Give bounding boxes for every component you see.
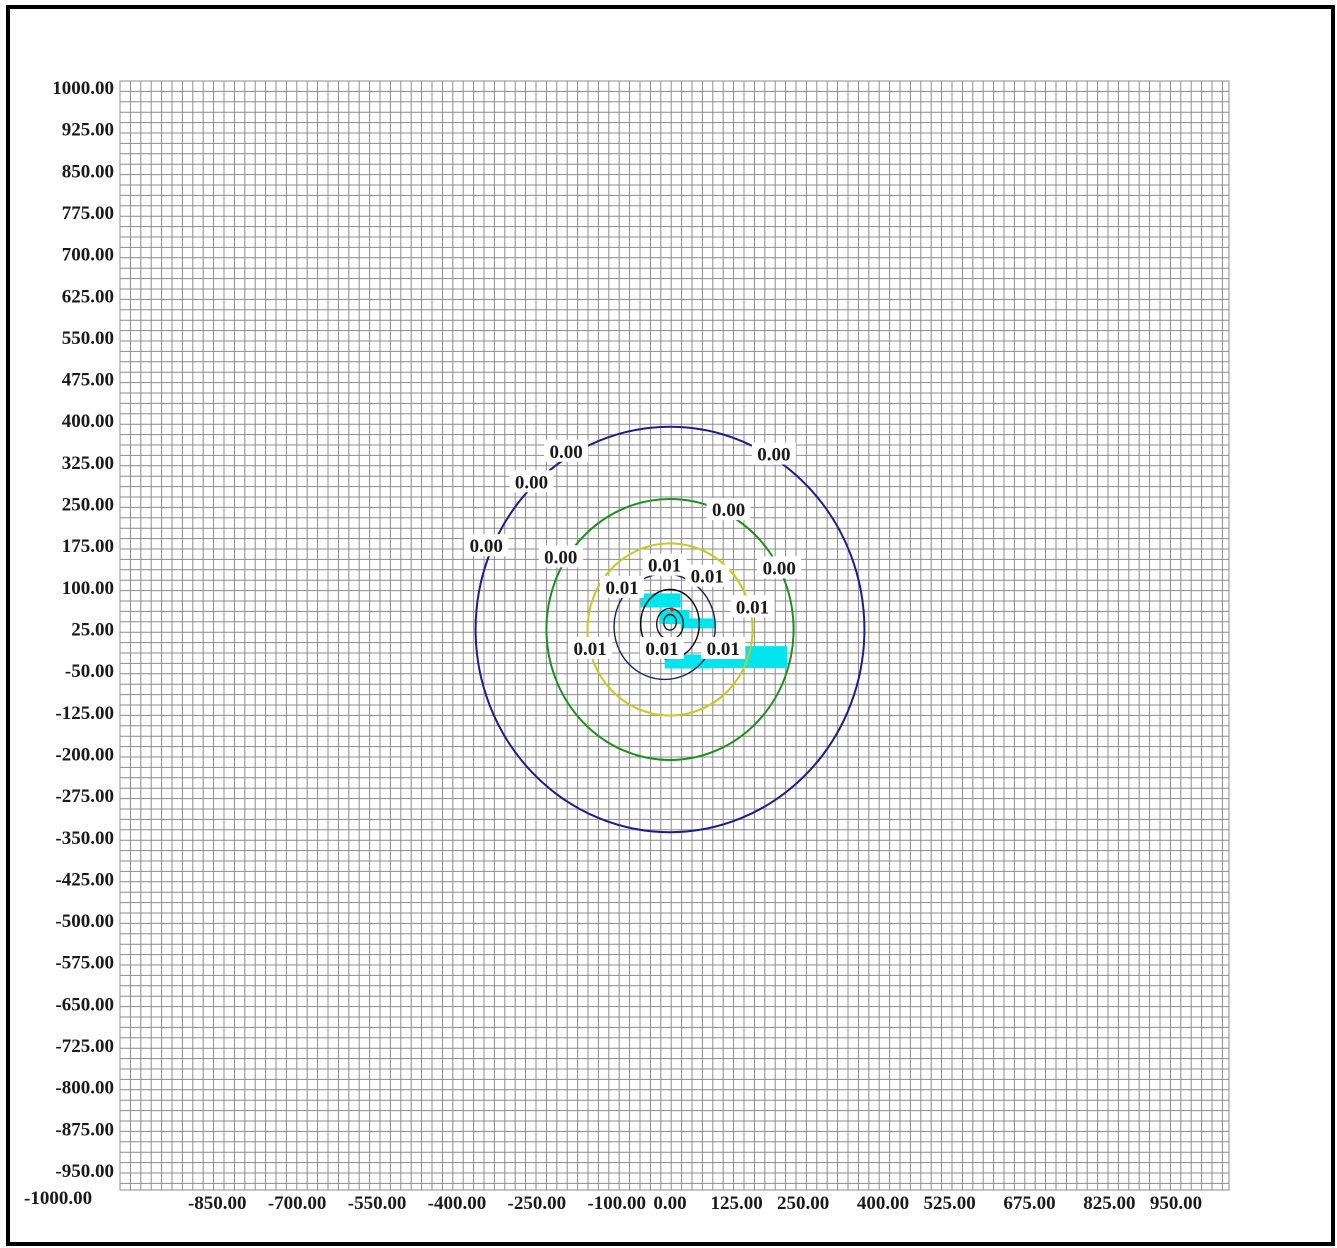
y-tick-label: -500.00 [55,911,114,932]
y-tick-label: -875.00 [55,1119,114,1140]
y-tick-label: -425.00 [55,869,114,890]
contour-label-bg [685,564,730,587]
contour-label: 0.00 [470,536,503,557]
y-axis-ticks: 1000.00 925.00 850.00 775.00 700.00 625.00 550… [52,78,114,1182]
contour-line [545,497,795,762]
contour-label-bg [751,442,796,465]
highlight-cell [640,593,681,608]
x-tick-label: -700.00 [268,1193,327,1214]
contour-line [662,613,678,631]
y-tick-label: 400.00 [62,411,114,432]
y-tick-label: -275.00 [55,786,114,807]
y-tick-label: 925.00 [62,120,114,141]
x-tick-label: -400.00 [428,1193,487,1214]
y-tick-label: -125.00 [55,703,114,724]
grid [119,80,1230,1191]
x-tick-label: -850.00 [188,1193,247,1214]
x-tick-label: 0.00 [653,1193,686,1214]
contour-chart: 0.000.000.000.000.000.000.000.010.010.01… [24,78,1230,1214]
y-tick-label: -50.00 [65,661,114,682]
contour-line [586,542,754,717]
contour-label-bg [600,575,645,598]
x-tick-label: -550.00 [348,1193,407,1214]
contour-label: 0.00 [515,472,548,493]
contour-label: 0.01 [648,556,681,577]
contour-label-bg [544,439,589,462]
contour-label: 0.01 [736,597,769,618]
y-tick-label: -650.00 [55,994,114,1015]
y-tick-label: 325.00 [62,453,114,474]
x-tick-label: -100.00 [587,1193,646,1214]
y-tick-label: 100.00 [62,578,114,599]
y-tick-label: 550.00 [62,328,114,349]
y-tick-label: -200.00 [55,744,114,765]
highlight-cell [680,618,716,629]
x-tick-label: 825.00 [1083,1193,1135,1214]
contour-label: 0.01 [691,567,724,588]
y-tick-label: 850.00 [62,161,114,182]
contour-line [474,425,866,834]
y-tick-label: 25.00 [71,620,114,641]
x-axis-ticks: -1000.00 -850.00 -700.00 -550.00 -400.00 -250… [24,1188,1202,1214]
contour-lines [474,425,866,834]
contour-label-bg [701,636,746,659]
contour-labels: 0.000.000.000.000.000.000.000.010.010.01… [464,439,802,660]
y-tick-label: 1000.00 [52,78,114,99]
y-tick-label: 625.00 [62,286,114,307]
y-tick-label: 250.00 [62,495,114,516]
y-tick-label: -950.00 [55,1161,114,1182]
x-tick-label: 400.00 [857,1193,909,1214]
x-tick-label: 675.00 [1003,1193,1055,1214]
x-tick-label: 950.00 [1150,1193,1202,1214]
contour-label: 0.01 [707,639,740,660]
contour-label-bg [757,556,802,579]
y-tick-label: -575.00 [55,953,114,974]
chart-frame: 0.00 0.00 0.00 0.00 0.00 0.00 0.00 0.01 0.01 0.01… [6,5,1335,1246]
y-tick-label: -350.00 [55,828,114,849]
contour-label-bg [706,498,751,521]
contour-label: 0.00 [550,442,583,463]
contour-label-bg [464,534,509,557]
y-tick-label: 175.00 [62,536,114,557]
y-tick-label: 700.00 [62,245,114,266]
plot-area [119,80,1230,1191]
contour-label: 0.00 [763,558,796,579]
contour-label: 0.00 [544,547,577,568]
x-tick-label: -250.00 [508,1193,567,1214]
contour-label: 0.00 [757,445,790,466]
contour-label-bg [568,636,613,659]
contour-label-bg [640,636,685,659]
contour-label-bg [509,470,554,493]
y-tick-label: -800.00 [55,1078,114,1099]
y-tick-label: -725.00 [55,1036,114,1057]
source-marker [670,607,674,612]
contour-label-bg [730,595,775,618]
contour-label-bg [538,545,583,568]
contour-label: 0.00 [712,500,745,521]
y-tick-label: 775.00 [62,203,114,224]
contour-label: 0.01 [645,639,678,660]
x-tick-label: -1000.00 [24,1188,92,1209]
contour-label: 0.01 [605,578,638,599]
contour-label: 0.01 [573,639,606,660]
y-tick-label: 475.00 [62,370,114,391]
x-tick-label: 525.00 [924,1193,976,1214]
x-tick-label: 250.00 [777,1193,829,1214]
contour-label-bg [642,553,687,576]
x-tick-label: 125.00 [710,1193,762,1214]
